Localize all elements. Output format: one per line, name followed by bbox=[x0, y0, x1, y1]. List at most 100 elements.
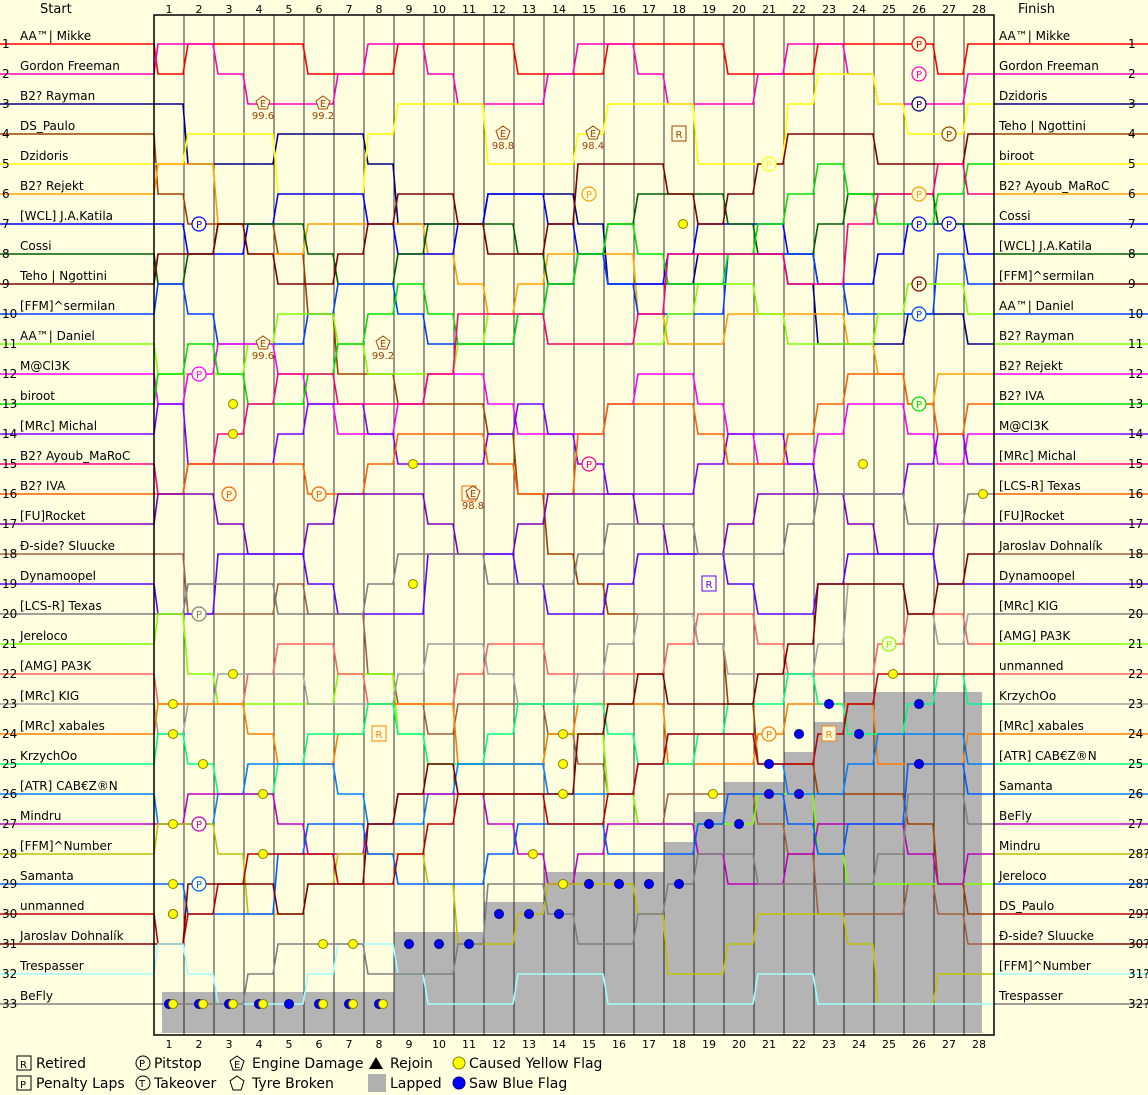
blue-flag-marker bbox=[794, 789, 804, 799]
event-markers: PPPPPPPPPPPPPPPPPPPPPPRRRRRE99.6E99.2E98… bbox=[164, 36, 988, 1009]
start-position-number: 23 bbox=[2, 697, 17, 711]
engine-damage-marker-label: E bbox=[500, 129, 506, 140]
pitstop-marker-label: P bbox=[916, 40, 922, 51]
driver-line bbox=[153, 673, 994, 945]
yellow-flag-marker bbox=[348, 999, 358, 1009]
engine-damage-value: 99.6 bbox=[252, 111, 274, 122]
start-driver-label: BeFly bbox=[20, 989, 53, 1003]
pitstop-marker bbox=[761, 156, 777, 172]
start-position-number: 24 bbox=[2, 727, 17, 741]
start-position-number: 33 bbox=[2, 997, 17, 1011]
start-position-number: 10 bbox=[2, 307, 17, 321]
start-driver-label: KrzychOo bbox=[20, 749, 77, 763]
finish-position-number: 21 bbox=[1128, 637, 1143, 651]
pitstop-marker bbox=[911, 306, 927, 322]
lap-label-bottom: 3 bbox=[226, 1038, 233, 1051]
blue-flag-marker bbox=[284, 999, 294, 1009]
svg-text:E: E bbox=[234, 1060, 240, 1071]
lap-label-bottom: 26 bbox=[912, 1038, 926, 1051]
lap-label-top: 17 bbox=[642, 3, 656, 16]
lap-label-bottom: 22 bbox=[792, 1038, 806, 1051]
pitstop-marker bbox=[221, 486, 237, 502]
start-position-number: 22 bbox=[2, 667, 17, 681]
start-driver-label: DS_Paulo bbox=[20, 119, 75, 133]
lap-label-bottom: 12 bbox=[492, 1038, 506, 1051]
start-position-number: 32 bbox=[2, 967, 17, 981]
yellow-flag-marker bbox=[348, 939, 358, 949]
legend-engine: E Engine Damage bbox=[229, 1055, 364, 1072]
lap-label-bottom: 9 bbox=[406, 1038, 413, 1051]
start-position-number: 17 bbox=[2, 517, 17, 531]
start-driver-label: [FU]Rocket bbox=[20, 509, 86, 523]
retired-marker bbox=[821, 725, 837, 742]
legend: R Retired P Penalty Laps P Pitstop T Tak… bbox=[16, 1055, 602, 1092]
finish-driver-label: Ð-side? Sluucke bbox=[999, 929, 1094, 943]
finish-position-number: 32? bbox=[1128, 997, 1148, 1011]
start-position-number: 5 bbox=[2, 157, 10, 171]
finish-driver-label: B2? IVA bbox=[999, 389, 1045, 403]
lap-label-top: 6 bbox=[316, 3, 323, 16]
engine-damage-value: 98.8 bbox=[462, 501, 484, 512]
lap-label-bottom: 8 bbox=[376, 1038, 383, 1051]
start-driver-label: Mindru bbox=[20, 809, 61, 823]
lap-label-bottom: 11 bbox=[462, 1038, 476, 1051]
finish-position-number: 22 bbox=[1128, 667, 1143, 681]
finish-position-number: 1 bbox=[1128, 37, 1136, 51]
start-driver-label: [FFM]^Number bbox=[20, 839, 112, 853]
blue-flag-marker bbox=[914, 699, 924, 709]
start-position-number: 26 bbox=[2, 787, 17, 801]
finish-position-number: 30? bbox=[1128, 937, 1148, 951]
legend-retired: R Retired bbox=[16, 1055, 86, 1072]
finish-driver-label: AA™| Daniel bbox=[999, 299, 1074, 313]
retired-marker-label: R bbox=[376, 730, 383, 741]
blue-flag-marker bbox=[614, 879, 624, 889]
finish-position-number: 11 bbox=[1128, 337, 1143, 351]
pitstop-marker bbox=[911, 66, 927, 82]
start-driver-label: B2? Rayman bbox=[20, 89, 95, 103]
svg-text:Tyre Broken: Tyre Broken bbox=[251, 1076, 334, 1092]
finish-driver-label: Cossi bbox=[999, 209, 1031, 223]
finish-driver-label: DS_Paulo bbox=[999, 899, 1054, 913]
finish-position-number: 10 bbox=[1128, 307, 1143, 321]
start-driver-label: [MRc] KIG bbox=[20, 689, 79, 703]
svg-text:R: R bbox=[20, 1060, 27, 1071]
yellow-flag-marker bbox=[408, 579, 418, 589]
start-position-number: 1 bbox=[2, 37, 10, 51]
lap-label-top: 13 bbox=[522, 3, 536, 16]
finish-position-number: 5 bbox=[1128, 157, 1136, 171]
pitstop-marker bbox=[191, 366, 207, 382]
start-position-number: 14 bbox=[2, 427, 17, 441]
finish-driver-label: [MRc] xabales bbox=[999, 719, 1084, 733]
blue-flag-marker bbox=[794, 729, 804, 739]
start-position-number: 15 bbox=[2, 457, 17, 471]
labels: 1122334455667788991010111112121313141415… bbox=[2, 3, 1148, 1051]
plot-frame bbox=[153, 14, 995, 1036]
start-driver-label: AA™| Daniel bbox=[20, 329, 95, 343]
blue-flag-marker bbox=[464, 939, 474, 949]
finish-driver-label: BeFly bbox=[999, 809, 1032, 823]
start-driver-label: [AMG] PA3K bbox=[20, 659, 92, 673]
blue-flag-marker bbox=[734, 819, 744, 829]
pitstop-marker bbox=[911, 96, 927, 112]
engine-damage-marker-label: E bbox=[470, 489, 476, 500]
lapped-area bbox=[162, 692, 982, 1033]
pitstop-marker-label: P bbox=[916, 310, 922, 321]
start-driver-label: [MRc] xabales bbox=[20, 719, 105, 733]
yellow-flag-marker bbox=[228, 429, 238, 439]
blue-flag-marker bbox=[404, 939, 414, 949]
pitstop-marker bbox=[311, 486, 327, 502]
start-position-number: 19 bbox=[2, 577, 17, 591]
start-driver-label: Gordon Freeman bbox=[20, 59, 120, 73]
svg-text:Retired: Retired bbox=[36, 1056, 86, 1072]
blue-flag-marker bbox=[824, 699, 834, 709]
finish-driver-label: [MRc] Michal bbox=[999, 449, 1076, 463]
yellow-flag-marker bbox=[888, 669, 898, 679]
pitstop-marker-label: P bbox=[586, 190, 592, 201]
engine-damage-marker-label: E bbox=[590, 129, 596, 140]
finish-driver-label: Jereloco bbox=[998, 869, 1047, 883]
start-position-number: 4 bbox=[2, 127, 10, 141]
finish-driver-label: Teho | Ngottini bbox=[998, 119, 1086, 133]
start-driver-label: B2? Ayoub_MaRoC bbox=[20, 449, 130, 463]
lap-label-top: 20 bbox=[732, 3, 746, 16]
finish-position-number: 24 bbox=[1128, 727, 1143, 741]
